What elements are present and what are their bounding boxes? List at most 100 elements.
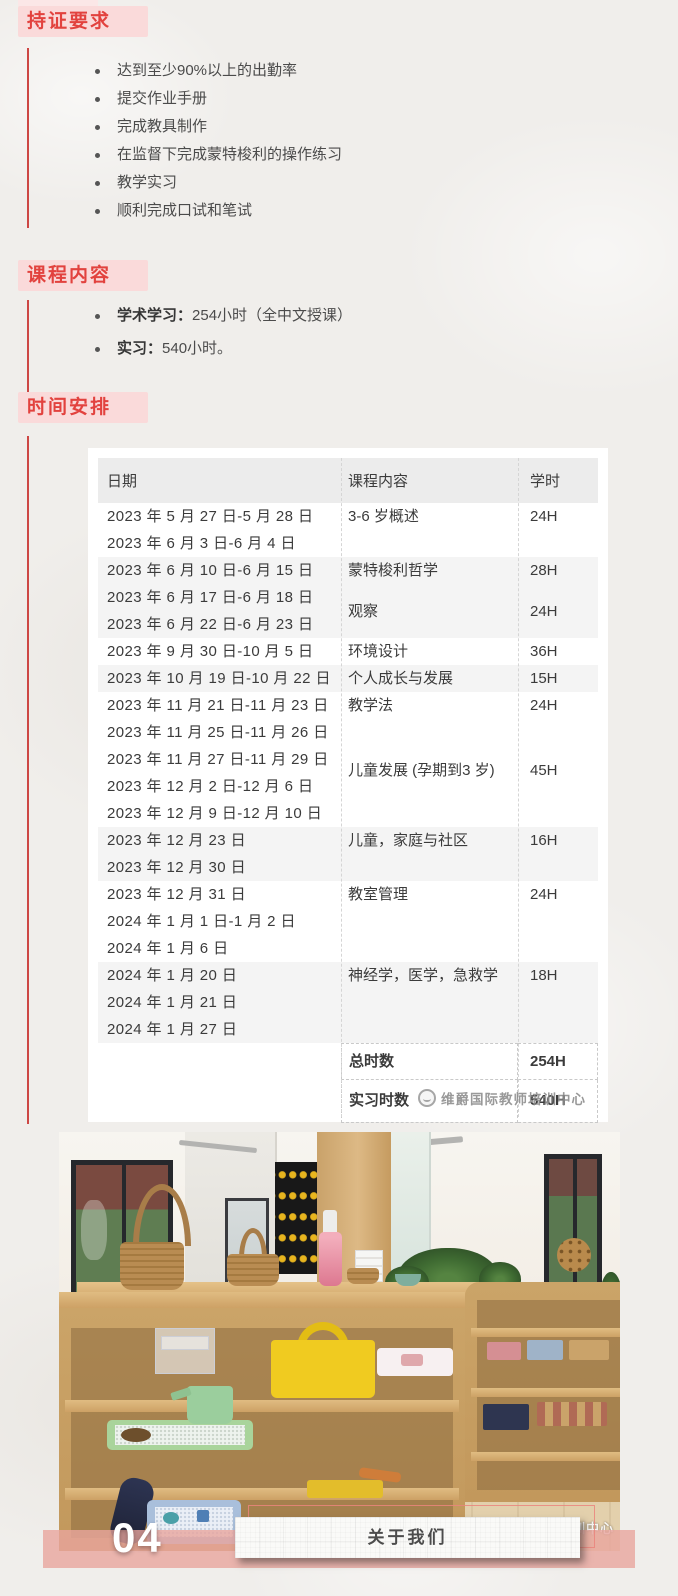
about-us-button[interactable]: 关于我们: [235, 1517, 580, 1558]
course-cell: 个人成长与发展: [348, 670, 454, 687]
acrylic-box: [161, 1336, 209, 1350]
schedule-table: 日期 课程内容 学时 2023 年 5 月 27 日-5 月 28 日 2023…: [98, 458, 598, 1123]
header-course: 课程内容: [348, 473, 409, 490]
column-divider: [518, 458, 519, 1117]
table-header-row: 日期 课程内容 学时: [98, 458, 598, 503]
total-value: 254H: [518, 1043, 598, 1080]
schedule-table-panel: 日期 课程内容 学时 2023 年 5 月 27 日-5 月 28 日 2023…: [88, 448, 608, 1123]
section-title-content: 课程内容: [18, 260, 148, 291]
navy-fabric: [483, 1404, 529, 1430]
table-row: 2024 年 1 月 20 日 2024 年 1 月 21 日 2024 年 1…: [98, 962, 598, 1043]
date-cell: 2023 年 12 月 31 日: [107, 886, 246, 903]
requirements-list: 达到至少90%以上的出勤率 提交作业手册 完成教具制作 在监督下完成蒙特梭利的操…: [27, 48, 647, 228]
date-cell: 2023 年 9 月 30 日-10 月 5 日: [107, 643, 314, 660]
material-rack: [537, 1402, 607, 1426]
fabric-tray-pink: [487, 1342, 521, 1360]
date-cell: 2023 年 11 月 21 日-11 月 23 日: [107, 697, 329, 714]
wicker-basket: [120, 1242, 184, 1290]
date-cell: 2023 年 12 月 23 日: [107, 832, 246, 849]
course-cell: 教室管理: [348, 886, 409, 903]
yellow-dustpan: [307, 1480, 383, 1498]
course-cell: 教学法: [348, 697, 394, 714]
table-row: 2023 年 11 月 21 日-11 月 23 日 2023 年 11 月 2…: [98, 692, 598, 827]
hours-cell: 36H: [530, 643, 558, 660]
section-title-requirements: 持证要求: [18, 6, 148, 37]
item-label: 实习：: [117, 340, 163, 357]
totals-row: 实习时数 540H: [98, 1080, 598, 1123]
brand-logo-icon: [418, 1089, 436, 1107]
list-item: 顺利完成口试和笔试: [29, 197, 647, 225]
blue-cube: [197, 1510, 209, 1522]
course-cell: 3-6 岁概述: [348, 508, 419, 525]
course-cell: 蒙特梭利哲学: [348, 562, 439, 579]
teal-bowl: [395, 1274, 421, 1286]
section-accent-line: [27, 436, 29, 1124]
spray-bottle-nozzle: [323, 1210, 337, 1236]
course-cell: 环境设计: [348, 643, 409, 660]
date-cell: 2023 年 6 月 22 日-6 月 23 日: [107, 616, 314, 633]
top-cropped-decoration: [18, 0, 98, 6]
wheel-toy: [557, 1238, 591, 1272]
brown-material: [121, 1428, 151, 1442]
classroom-photo: 维爵国际教师培训中心: [59, 1132, 620, 1551]
date-cell: 2024 年 1 月 20 日: [107, 967, 238, 984]
table-row: 2023 年 12 月 23 日 2023 年 12 月 30 日 儿童，家庭与…: [98, 827, 598, 881]
hours-cell: 16H: [530, 832, 558, 849]
date-cell: 2023 年 5 月 27 日-5 月 28 日: [107, 508, 314, 525]
wicker-bowl: [347, 1268, 379, 1284]
list-item: 教学实习: [29, 169, 647, 197]
date-cell: 2023 年 12 月 30 日: [107, 859, 246, 876]
shelf-board: [65, 1400, 459, 1412]
date-cell: 2024 年 1 月 1 日-1 月 2 日: [107, 913, 296, 930]
list-item: 达到至少90%以上的出勤率: [29, 57, 647, 85]
total-value: 540H: [518, 1080, 598, 1123]
list-item: 实习：540小时。: [29, 335, 647, 363]
date-cell: 2024 年 1 月 6 日: [107, 940, 229, 957]
date-cell: 2023 年 12 月 2 日-12 月 6 日: [107, 778, 314, 795]
table-row: 2023 年 6 月 10 日-6 月 15 日 2023 年 6 月 17 日…: [98, 557, 598, 638]
date-cell: 2023 年 10 月 19 日-10 月 22 日: [107, 670, 331, 687]
totals-row: 总时数 254H: [98, 1043, 598, 1080]
wood-tray: [569, 1340, 609, 1360]
table-row: 2023 年 5 月 27 日-5 月 28 日 2023 年 6 月 3 日-…: [98, 503, 598, 557]
hours-cell: 28H: [530, 562, 558, 579]
brand-watermark: 维爵国际教师培训中心: [418, 1088, 608, 1108]
date-cell: 2023 年 6 月 17 日-6 月 18 日: [107, 589, 314, 606]
hours-cell: 24H: [530, 603, 558, 620]
list-item: 完成教具制作: [29, 113, 647, 141]
teal-item: [163, 1512, 179, 1524]
date-cell: 2023 年 11 月 25 日-11 月 26 日: [107, 724, 329, 741]
shelf-board: [471, 1328, 620, 1337]
basket-handle: [239, 1228, 267, 1258]
header-date: 日期: [107, 473, 138, 490]
shelf-board: [59, 1292, 465, 1308]
date-cell: 2024 年 1 月 27 日: [107, 1021, 238, 1038]
shelf-board: [471, 1388, 620, 1397]
date-cell: 2023 年 11 月 27 日-11 月 29 日: [107, 751, 329, 768]
course-cell: 儿童，家庭与社区: [348, 832, 469, 849]
pink-material: [401, 1354, 423, 1366]
caddy-handle: [297, 1322, 349, 1350]
yellow-caddy: [271, 1340, 375, 1398]
hours-cell: 24H: [530, 697, 558, 714]
course-cell: 观察: [348, 603, 379, 620]
column-divider: [341, 458, 342, 1117]
brand-watermark-text: 维爵国际教师培训中心: [441, 1092, 586, 1107]
date-cell: 2023 年 6 月 10 日-6 月 15 日: [107, 562, 314, 579]
course-content-list: 学术学习：254小时（全中文授课） 实习：540小时。: [27, 300, 647, 412]
total-label: 总时数: [341, 1043, 518, 1080]
section-title-schedule: 时间安排: [18, 392, 148, 423]
page-number: 04: [112, 1514, 163, 1561]
hours-cell: 24H: [530, 886, 558, 903]
fabric-tray-blue: [527, 1340, 563, 1360]
list-item: 在监督下完成蒙特梭利的操作练习: [29, 141, 647, 169]
acrylic-boxes: [155, 1328, 215, 1374]
table-row: 2023 年 9 月 30 日-10 月 5 日 环境设计 36H: [98, 638, 598, 665]
hours-cell: 24H: [530, 508, 558, 525]
item-label: 学术学习：: [117, 307, 193, 324]
wicker-basket: [227, 1254, 279, 1286]
course-cell: 儿童发展 (孕期到3 岁): [348, 762, 495, 779]
course-cell: 神经学，医学，急救学: [348, 967, 499, 984]
date-cell: 2024 年 1 月 21 日: [107, 994, 238, 1011]
